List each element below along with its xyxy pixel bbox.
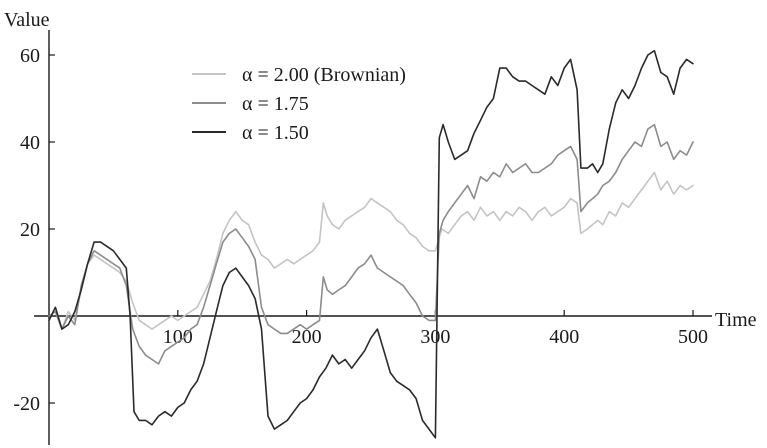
x-tick-label: 500 [678,326,708,348]
y-axis-title: Value [4,9,50,31]
x-tick-label: 200 [292,326,322,348]
legend-label-3: α = 1.50 [242,122,309,144]
x-tick-label: 400 [549,326,579,348]
series-line-2 [48,123,694,365]
legend-label-2: α = 1.75 [242,93,309,115]
series-line-1 [48,171,694,330]
axis-ticks: 100 200 300 400 500 60 40 20 -20 [13,45,708,415]
x-axis-title: Time [715,309,757,331]
legend: α = 2.00 (Brownian) α = 1.75 α = 1.50 [192,64,406,144]
y-tick-label: -20 [13,393,40,415]
y-tick-label: 40 [20,132,40,154]
x-tick-label: 300 [420,326,450,348]
y-tick-label: 60 [20,45,40,67]
series-lines [48,49,694,439]
y-tick-label: 20 [20,219,40,241]
series-line-3 [48,49,694,439]
x-tick-label: 100 [163,326,193,348]
legend-label-1: α = 2.00 (Brownian) [242,64,406,86]
